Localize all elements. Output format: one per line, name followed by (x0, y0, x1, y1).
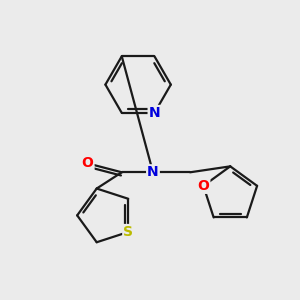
Text: N: N (147, 165, 159, 179)
Text: O: O (197, 179, 209, 193)
Text: N: N (148, 106, 160, 120)
Text: S: S (123, 225, 133, 239)
Text: O: O (82, 156, 94, 170)
